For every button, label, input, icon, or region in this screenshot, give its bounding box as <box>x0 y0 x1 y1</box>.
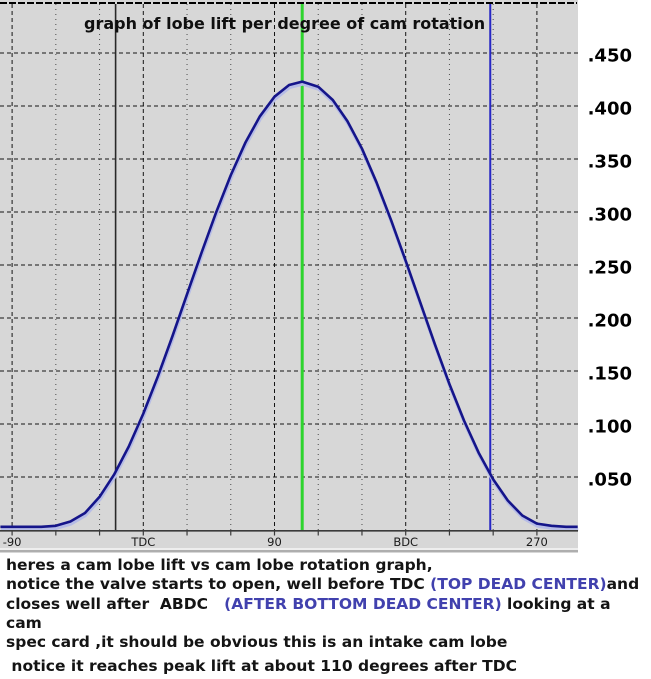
y-tick-label: .050 <box>588 470 632 491</box>
chart-title: graph of lobe lift per degree of cam rot… <box>84 14 486 33</box>
caption-highlight: (TOP DEAD CENTER) <box>430 575 607 594</box>
caption-line: notice it reaches peak lift at about 110… <box>6 657 651 676</box>
y-tick-label: .100 <box>588 417 632 438</box>
cam-lift-chart-panel: .450 .400 .350 .300 .250 .200 .150 .100 .050 -90 T… <box>0 0 651 553</box>
y-tick-label: .300 <box>588 205 632 226</box>
caption-line: heres a cam lobe lift vs cam lobe rotati… <box>6 556 651 575</box>
x-tick-label: -90 <box>3 535 22 549</box>
y-tick-label: .350 <box>588 152 632 173</box>
cam-lift-chart: .450 .400 .350 .300 .250 .200 .150 .100 .050 -90 T… <box>0 0 651 553</box>
caption-text: looking at a cam <box>6 594 616 632</box>
caption-text: notice it reaches peak lift at about 110… <box>6 657 517 676</box>
caption-block: heres a cam lobe lift vs cam lobe rotati… <box>6 556 651 677</box>
x-tick-label: TDC <box>130 535 155 549</box>
y-tick-label: .400 <box>588 99 632 120</box>
caption-line: spec card ,it should be obvious this is … <box>6 633 651 652</box>
caption-line: closes well after ABDC (AFTER BOTTOM DEA… <box>6 595 651 634</box>
y-tick-label: .250 <box>588 258 632 279</box>
lift-curve <box>0 80 578 529</box>
y-tick-label: .150 <box>588 364 632 385</box>
x-tick-label: BDC <box>393 535 418 549</box>
caption-text: notice the valve starts to open, well be… <box>6 575 431 594</box>
caption-text: closes well after ABDC <box>6 594 225 613</box>
y-tick-label: .200 <box>588 311 632 332</box>
caption-text: heres a cam lobe lift vs cam lobe rotati… <box>6 556 433 574</box>
caption-text: and <box>606 575 640 594</box>
caption-text: spec card ,it should be obvious this is … <box>6 633 508 652</box>
caption-line: notice the valve starts to open, well be… <box>6 575 651 594</box>
right-margin <box>578 0 651 553</box>
plot-background <box>0 0 578 553</box>
x-tick-label: 90 <box>267 535 282 549</box>
x-tick-label: 270 <box>526 535 548 549</box>
y-tick-label: .450 <box>588 46 632 67</box>
caption-highlight: (AFTER BOTTOM DEAD CENTER) <box>224 594 502 613</box>
